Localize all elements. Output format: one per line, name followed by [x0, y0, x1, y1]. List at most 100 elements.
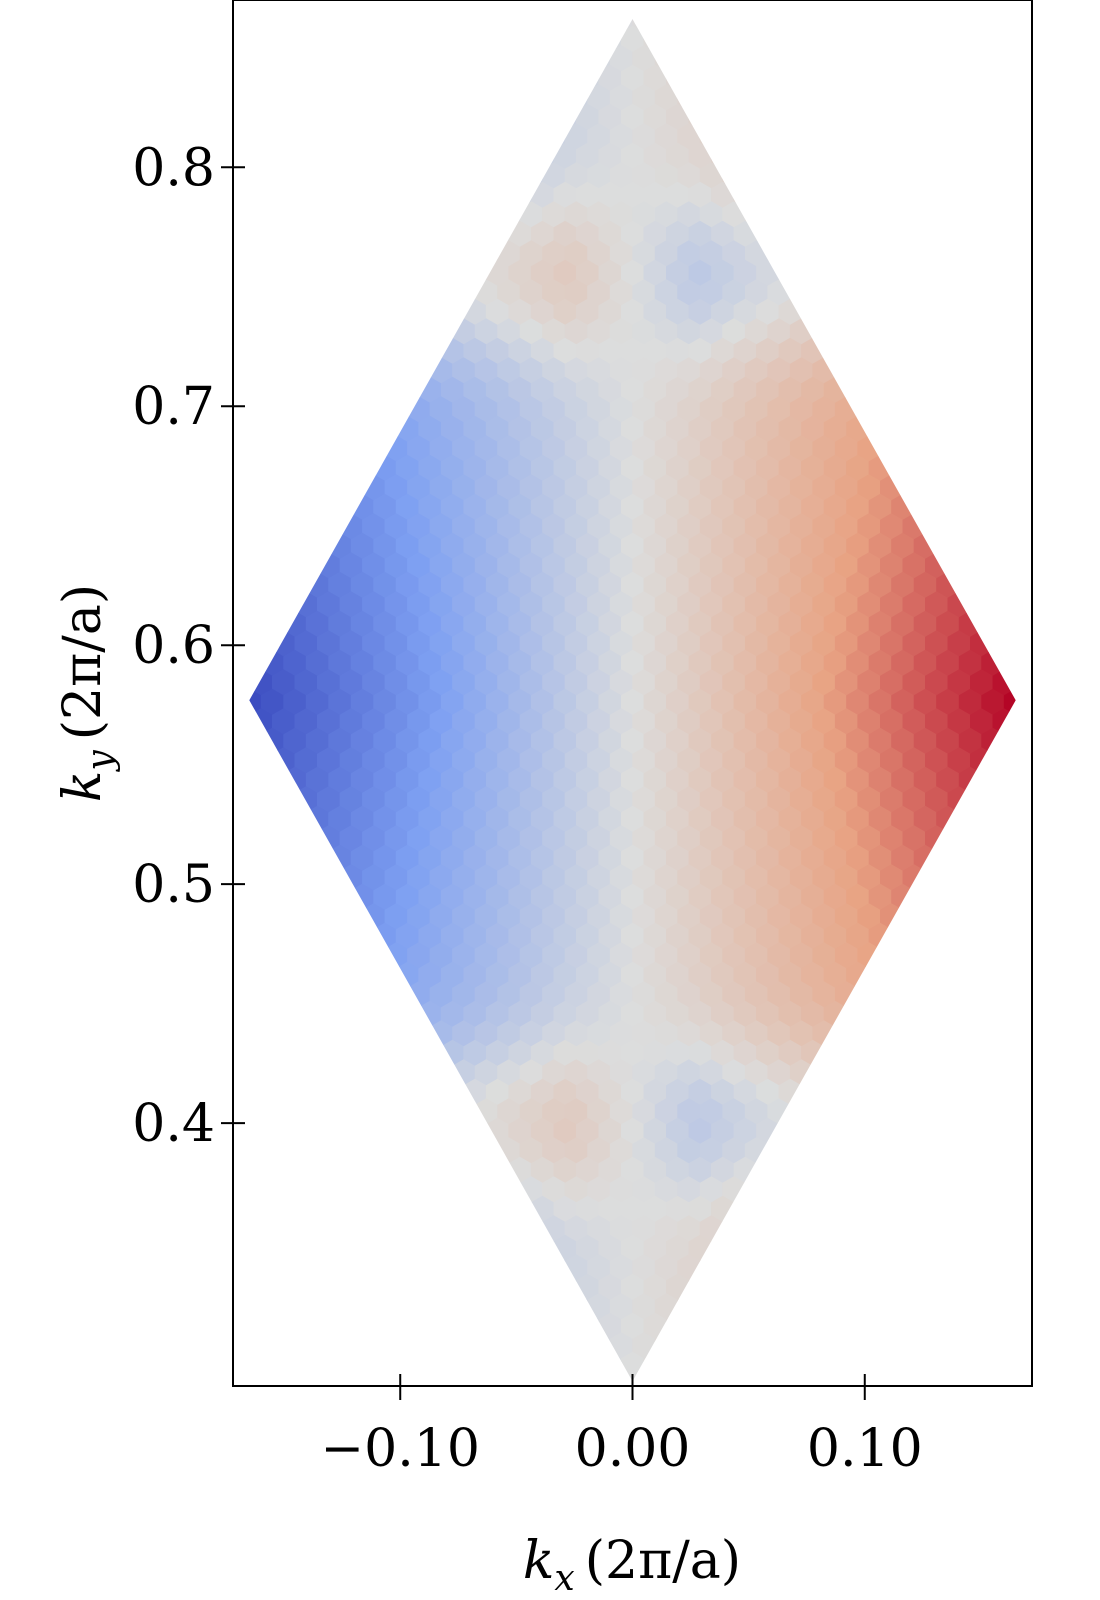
heatmap-cell — [643, 532, 667, 560]
heatmap-cell — [632, 357, 656, 384]
heatmap-cell — [260, 688, 284, 716]
heatmap-cell — [249, 727, 262, 755]
heatmap-cell — [688, 454, 712, 482]
heatmap-cell — [756, 571, 780, 599]
heatmap-cell — [576, 844, 599, 872]
heatmap-cell — [756, 688, 780, 716]
heatmap-cell — [868, 844, 892, 872]
heatmap-cell — [677, 1293, 701, 1320]
heatmap-cell — [530, 337, 554, 365]
heatmap-cell — [621, 493, 644, 521]
heatmap-cell — [801, 1000, 825, 1028]
heatmap-cell — [384, 513, 408, 540]
heatmap-cell — [643, 961, 667, 989]
heatmap-cell — [609, 396, 633, 423]
heatmap-cell — [913, 805, 937, 833]
heatmap-cell — [699, 396, 723, 423]
heatmap-cell — [530, 1234, 554, 1262]
heatmap-cell — [857, 825, 881, 852]
heatmap-cell — [925, 513, 948, 540]
heatmap-cell — [350, 805, 374, 833]
heatmap-cell — [519, 747, 543, 774]
heatmap-cell — [587, 903, 611, 930]
heatmap-cell — [609, 1059, 633, 1086]
heatmap-cell — [699, 786, 723, 813]
heatmap-cell — [598, 883, 622, 911]
heatmap-cell — [587, 942, 611, 969]
heatmap-cell — [913, 688, 937, 716]
heatmap-cell — [812, 552, 836, 579]
heatmap-cell — [857, 708, 881, 735]
heatmap-cell — [688, 805, 712, 833]
heatmap-cell — [801, 415, 825, 443]
heatmap-cell — [868, 415, 892, 443]
heatmap-cell — [463, 571, 487, 599]
heatmap-cell — [553, 298, 577, 326]
heatmap-cell — [485, 805, 509, 833]
heatmap-cell — [666, 571, 689, 599]
heatmap-cell — [812, 864, 836, 891]
heatmap-cell — [328, 883, 352, 911]
heatmap-cell — [519, 669, 543, 696]
heatmap-cell — [587, 669, 611, 696]
heatmap-cell — [925, 786, 948, 813]
heatmap-cell — [767, 669, 791, 696]
heatmap-cell — [812, 981, 836, 1008]
heatmap-cell — [587, 201, 611, 228]
heatmap-cell — [440, 1078, 464, 1106]
heatmap-cell — [407, 903, 431, 930]
heatmap-cell — [508, 844, 532, 872]
heatmap-cell — [868, 493, 892, 521]
heatmap-cell — [553, 415, 577, 443]
heatmap-cell — [542, 240, 566, 267]
heatmap-cell — [283, 727, 307, 755]
heatmap-cell — [632, 1293, 656, 1320]
heatmap-cell — [463, 1117, 487, 1145]
heatmap-cell — [598, 1351, 622, 1379]
heatmap-cell — [497, 669, 521, 696]
heatmap-cell — [519, 1059, 543, 1086]
heatmap-cell — [474, 591, 498, 618]
heatmap-cell — [744, 396, 768, 423]
heatmap-cell — [891, 532, 915, 560]
heatmap-cell — [632, 396, 656, 423]
heatmap-cell — [643, 844, 667, 872]
heatmap-cell — [632, 1137, 656, 1164]
heatmap-cell — [767, 396, 791, 423]
heatmap-cell — [880, 552, 903, 579]
heatmap-cell — [654, 1332, 678, 1359]
heatmap-cell — [654, 201, 678, 228]
heatmap-cell — [249, 747, 273, 774]
heatmap-cell — [722, 1215, 746, 1242]
heatmap-cell — [880, 669, 903, 696]
heatmap-cell — [677, 1098, 701, 1125]
heatmap-cell — [621, 298, 644, 326]
heatmap-cell — [485, 883, 509, 911]
heatmap-cell — [834, 864, 858, 891]
heatmap-cell — [485, 571, 509, 599]
heatmap-cell — [778, 649, 802, 677]
heatmap-cell — [452, 903, 476, 930]
heatmap-cell — [328, 571, 352, 599]
heatmap-cell — [857, 591, 881, 618]
heatmap-cell — [429, 591, 453, 618]
heatmap-cell — [497, 357, 521, 384]
heatmap-cell — [677, 1020, 701, 1047]
heatmap-cell — [632, 1176, 656, 1203]
heatmap-cell — [564, 552, 588, 579]
heatmap-cell — [789, 903, 813, 930]
heatmap-cell — [756, 922, 780, 950]
heatmap-cell — [677, 318, 701, 345]
heatmap-cell — [553, 727, 577, 755]
heatmap-cell — [508, 415, 532, 443]
heatmap-cell — [677, 903, 701, 930]
heatmap-cell — [688, 1117, 712, 1145]
heatmap-cell — [553, 220, 577, 248]
heatmap-cell — [474, 669, 498, 696]
heatmap-cell — [632, 513, 656, 540]
heatmap-cell — [789, 1020, 813, 1047]
heatmap-cell — [778, 844, 802, 872]
heatmap-cell — [868, 532, 892, 560]
heatmap-cell — [519, 942, 543, 969]
heatmap-cell — [654, 786, 678, 813]
